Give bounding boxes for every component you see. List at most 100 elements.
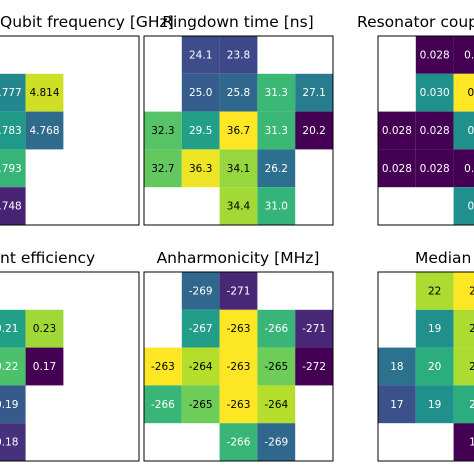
cell-value-label: 31.3: [265, 87, 288, 99]
cell-value-label: 0.028: [382, 163, 412, 175]
cell-value-label: -263: [151, 361, 175, 373]
cell-value-label: 0.19: [0, 399, 18, 411]
panel-title: Median: [415, 249, 471, 267]
heatmap-cell: [144, 149, 182, 188]
cell-value-label: -266: [264, 323, 288, 335]
heatmap-cell: [415, 36, 454, 74]
heatmap-cell: [219, 309, 258, 348]
heatmap-cell: [378, 385, 416, 424]
axes-frame: [0, 271, 140, 462]
heatmap-cell: [295, 309, 333, 348]
heatmap-cell: [181, 73, 220, 112]
cell-value-label: 4.793: [0, 163, 22, 175]
heatmap-cell: [181, 309, 220, 348]
cell-value-label: 2: [469, 399, 474, 411]
heatmap-cell: [453, 36, 474, 74]
heatmap-cell: [0, 187, 26, 225]
heatmap-cell: [415, 347, 454, 386]
cell-value-label: -271: [302, 323, 326, 335]
cell-value-label: -265: [189, 399, 213, 411]
heatmap-cell: [219, 73, 258, 112]
cell-value-label: 18: [390, 361, 403, 373]
cell-value-label: 0.23: [33, 323, 56, 335]
heatmap-cell: [144, 347, 182, 386]
heatmap-cell: [219, 423, 258, 461]
cell-value-label: -272: [302, 361, 326, 373]
heatmap-cell: [219, 149, 258, 188]
cell-value-label: -271: [227, 285, 251, 297]
heatmap-cell: [181, 149, 220, 188]
heatmap-cell: [257, 111, 296, 150]
axes-frame: [143, 271, 334, 462]
heatmap-cell: [0, 309, 26, 348]
heatmap-cell: [219, 187, 258, 225]
cell-value-label: 0.028: [382, 125, 412, 137]
cell-value-label: 0.21: [0, 323, 18, 335]
cell-value-label: 4.814: [29, 87, 59, 99]
cell-value-label: 0.0: [464, 49, 474, 61]
cell-value-label: 0.028: [420, 49, 450, 61]
cell-value-label: 0.17: [33, 361, 56, 373]
cell-value-label: 25.0: [189, 87, 212, 99]
cell-value-label: -266: [151, 399, 175, 411]
heatmap-cell: [219, 111, 258, 150]
cell-value-label: 4.768: [29, 125, 59, 137]
cell-value-label: 0.: [467, 201, 474, 213]
heatmap-panel: nt efficiency23210.210.23220.220.17230.1…: [0, 249, 140, 462]
cell-value-label: 36.3: [189, 163, 212, 175]
cell-value-label: -263: [227, 399, 251, 411]
heatmap-cell: [257, 187, 296, 225]
axes-frame: [0, 35, 140, 226]
heatmap-cell: [0, 385, 26, 424]
heatmap-cell: [0, 111, 26, 150]
panel-title: nt efficiency: [0, 249, 95, 267]
cell-value-label: 19: [428, 399, 441, 411]
cell-value-label: 4.748: [0, 201, 22, 213]
heatmap-cell: [453, 423, 474, 461]
heatmap-cell: [415, 73, 454, 112]
heatmap-panel: Anharmonicity [MHz] -269 -271 -267 -263 -266 -…: [143, 249, 334, 462]
heatmap-cell: [181, 347, 220, 386]
cell-value-label: -264: [264, 399, 288, 411]
heatmap-panel: Qubit frequency [GHz]7887684.7774.814803…: [0, 13, 174, 226]
cell-value-label: 22: [428, 285, 441, 297]
heatmap-cell: [415, 111, 454, 150]
heatmap-cell: [257, 385, 296, 424]
heatmap-cell: [181, 111, 220, 150]
cell-value-label: -269: [189, 285, 213, 297]
heatmap-cell: [453, 309, 474, 348]
heatmap-cell: [0, 423, 26, 461]
cell-value-label: 19: [428, 323, 441, 335]
cell-value-label: -265: [264, 361, 288, 373]
heatmap-cell: [453, 111, 474, 150]
cell-value-label: 29.5: [189, 125, 212, 137]
panel-title: Qubit frequency [GHz]: [0, 13, 174, 31]
heatmap-cell: [181, 385, 220, 424]
heatmap-cell: [25, 309, 64, 348]
cell-value-label: -269: [264, 437, 288, 449]
heatmap-cell: [0, 73, 26, 112]
heatmap-cell: [453, 385, 474, 424]
cell-value-label: 0.028: [420, 125, 450, 137]
heatmap-cell: [453, 149, 474, 188]
cell-value-label: 0.: [467, 125, 474, 137]
cell-value-label: 34.1: [227, 163, 250, 175]
heatmap-cell: [257, 149, 296, 188]
heatmap-cell: [378, 149, 416, 188]
heatmap-cell: [25, 347, 64, 386]
cell-value-label: 0.0: [464, 163, 474, 175]
heatmap-cell: [257, 423, 296, 461]
cell-value-label: 2: [469, 285, 474, 297]
heatmap-cell: [219, 272, 258, 310]
heatmap-cell: [415, 149, 454, 188]
cell-value-label: 0.18: [0, 437, 18, 449]
cell-value-label: -267: [189, 323, 213, 335]
cell-value-label: 1: [469, 437, 474, 449]
heatmap-cell: [144, 385, 182, 424]
heatmap-cell: [219, 347, 258, 386]
heatmap-cell: [25, 73, 64, 112]
heatmap-panel: Ringdown time [ns] 24.1 23.8 25.0 25.8 31.3 27…: [143, 13, 334, 226]
axes-frame: [143, 35, 334, 226]
